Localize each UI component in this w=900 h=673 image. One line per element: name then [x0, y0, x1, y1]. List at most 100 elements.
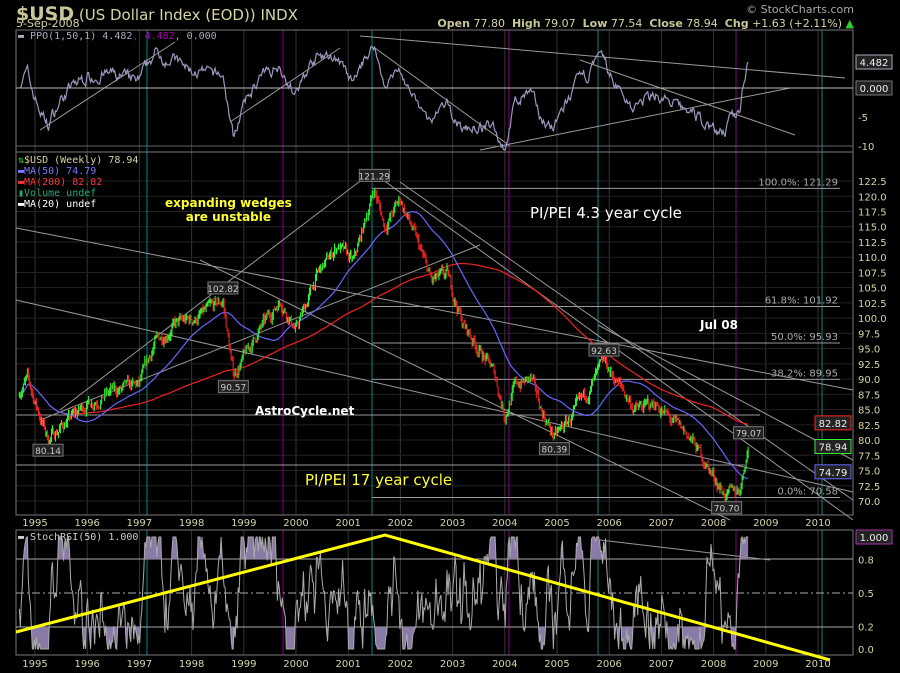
- x-tick-label-bottom: 1997: [127, 659, 152, 670]
- price-label-box: [32, 443, 64, 457]
- y-tick-label: 115.0: [858, 223, 887, 234]
- y-tick-label: 82.5: [858, 421, 880, 432]
- y-tick-label: 90.0: [858, 375, 880, 386]
- stoch-line: [18, 535, 749, 651]
- x-tick-label-bottom: 2005: [544, 659, 569, 670]
- x-tick-label-bottom: 2004: [492, 659, 517, 670]
- stoch-tick-label: 0.2: [858, 623, 874, 634]
- ppo-line: [19, 45, 749, 151]
- price-legend: ⇅$USD (Weekly) 78.94 ▬MA(50) 74.79 ▬MA(2…: [18, 155, 139, 210]
- fib-label: 38.2%: 89.95: [771, 368, 838, 379]
- x-tick-label: 1995: [22, 518, 47, 529]
- x-tick-label: 2002: [388, 518, 413, 529]
- y-tick-label: 122.5: [858, 177, 887, 188]
- y-tick-label: 72.5: [858, 482, 880, 493]
- x-tick-label: 2005: [544, 518, 569, 529]
- x-tick-label: 2003: [440, 518, 465, 529]
- x-tick-label-bottom: 2000: [283, 659, 308, 670]
- price-label: 79.07: [736, 430, 762, 440]
- x-tick-label-bottom: 2002: [388, 659, 413, 670]
- x-tick-label: 2010: [805, 518, 830, 529]
- x-tick-label-bottom: 1999: [231, 659, 256, 670]
- ppo-tick-label: -10: [858, 142, 874, 153]
- price-label: 102.82: [207, 285, 239, 295]
- x-tick-label-bottom: 1998: [179, 659, 204, 670]
- price-label: 80.39: [542, 446, 568, 456]
- price-label: 90.57: [220, 384, 246, 394]
- ma50-tag: 74.79: [819, 468, 848, 479]
- x-tick-label-bottom: 2007: [649, 659, 674, 670]
- price-label-box: [588, 343, 620, 357]
- y-tick-label: 92.5: [858, 360, 880, 371]
- ppo-value-tag: 4.482: [860, 58, 889, 69]
- y-tick-label: 95.0: [858, 345, 880, 356]
- annotation-jul08: Jul 08: [700, 318, 738, 332]
- y-tick-label: 105.0: [858, 284, 887, 295]
- ohlc-readout: Open 77.80 High 79.07 Low 77.54 Close 78…: [437, 17, 854, 30]
- brand-watermark: © StockCharts.com: [746, 3, 854, 16]
- ppo-legend: ▬ PPO(1,50,1) 4.482, 4.482, 0.000: [18, 31, 217, 42]
- fib-label: 0.0%: 70.58: [777, 486, 838, 497]
- ma50-line: [19, 211, 749, 479]
- x-tick-label-bottom: 2010: [805, 659, 830, 670]
- y-tick-label: 70.0: [858, 497, 880, 508]
- y-tick-label: 120.0: [858, 192, 887, 203]
- x-tick-label: 2009: [753, 518, 778, 529]
- x-tick-label-bottom: 2003: [440, 659, 465, 670]
- x-tick-label: 1999: [231, 518, 256, 529]
- x-tick-label: 2008: [701, 518, 726, 529]
- price-label-box: [358, 168, 390, 182]
- price-label-box: [733, 426, 765, 440]
- ppo-zero-tag-box: [855, 80, 893, 96]
- y-tick-label: 85.0: [858, 406, 880, 417]
- y-tick-label: 117.5: [858, 207, 887, 218]
- y-tick-label: 107.5: [858, 268, 887, 279]
- x-tick-label: 1996: [74, 518, 99, 529]
- annotation-cycle-17: PI/PEI 17 year cycle: [305, 471, 453, 489]
- x-tick-label-bottom: 1995: [22, 659, 47, 670]
- price-label-box: [711, 501, 743, 515]
- chart-date: 5-Sep-2008: [16, 17, 80, 30]
- y-tick-label: 100.0: [858, 314, 887, 325]
- x-tick-label-bottom: 2001: [335, 659, 360, 670]
- price-label: 80.14: [35, 447, 61, 457]
- chart-title: $USD (US Dollar Index (EOD)) INDX: [16, 3, 298, 25]
- ppo-tick-label: -5: [858, 113, 868, 124]
- price-label-box: [207, 281, 239, 295]
- y-tick-label: 102.5: [858, 299, 887, 310]
- y-tick-label: 112.5: [858, 238, 887, 249]
- y-tick-label: 75.0: [858, 467, 880, 478]
- price-panel-frame: [15, 151, 854, 516]
- annotation-cycle-43: PI/PEI 4.3 year cycle: [530, 204, 682, 222]
- fib-label: 61.8%: 101.92: [765, 295, 838, 306]
- ma200-line: [49, 262, 749, 425]
- ppo-zero-tag: 0.000: [860, 84, 889, 95]
- price-label: 70.70: [714, 505, 740, 515]
- x-tick-label: 2006: [596, 518, 621, 529]
- price-label: 121.29: [359, 172, 391, 182]
- x-tick-label-bottom: 1996: [74, 659, 99, 670]
- x-tick-label-bottom: 2009: [753, 659, 778, 670]
- x-tick-label: 2000: [283, 518, 308, 529]
- price-label-box: [217, 380, 249, 394]
- fib-label: 50.0%: 95.93: [771, 332, 838, 343]
- x-tick-label-bottom: 2008: [701, 659, 726, 670]
- stoch-tag: 1.000: [860, 533, 889, 544]
- ppo-value-tag-box: [855, 54, 893, 70]
- price-label-box: [538, 442, 570, 456]
- ma50-tag-box: [814, 464, 852, 480]
- ma200-tag: 82.82: [819, 419, 848, 430]
- close-tag-box: [814, 439, 852, 455]
- price-label: 92.63: [591, 347, 617, 357]
- x-tick-label-bottom: 2006: [596, 659, 621, 670]
- y-tick-label: 87.5: [858, 390, 880, 401]
- x-tick-label: 2004: [492, 518, 517, 529]
- stoch-tick-label: 0.0: [858, 645, 874, 656]
- stoch-oversold-fill: [20, 627, 737, 649]
- x-tick-label: 1998: [179, 518, 204, 529]
- annotation-site: AstroCycle.net: [255, 404, 355, 418]
- stoch-yellow-cycle-line: [15, 533, 831, 662]
- y-tick-label: 80.0: [858, 436, 880, 447]
- close-tag: 78.94: [819, 443, 848, 454]
